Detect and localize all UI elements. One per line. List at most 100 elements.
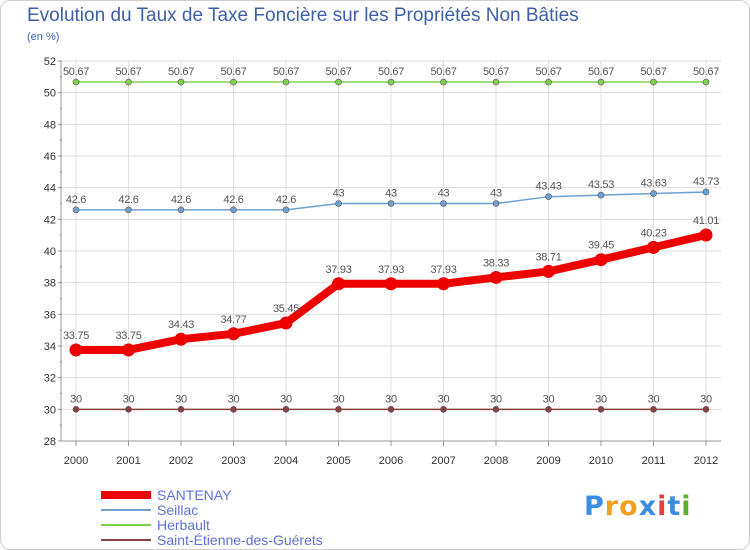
data-label: 38.71 bbox=[535, 251, 561, 263]
x-tick-label: 2008 bbox=[484, 455, 508, 467]
data-label: 30 bbox=[438, 393, 450, 405]
data-label: 34.77 bbox=[220, 314, 246, 326]
data-label: 43.53 bbox=[588, 179, 614, 191]
data-point bbox=[597, 406, 605, 413]
data-point bbox=[72, 406, 80, 413]
proxiti-logo: Proxiti bbox=[584, 491, 692, 522]
y-tick-label: 38 bbox=[44, 278, 56, 290]
data-point bbox=[230, 206, 237, 214]
data-label: 50.67 bbox=[378, 66, 404, 78]
data-point bbox=[594, 253, 608, 267]
data-label: 42.6 bbox=[118, 194, 138, 206]
data-label: 50.67 bbox=[535, 66, 561, 78]
data-label: 43 bbox=[333, 188, 345, 200]
legend-label: Saint-Étienne-des-Guérets bbox=[157, 531, 323, 548]
data-label: 30 bbox=[228, 393, 240, 405]
data-point bbox=[440, 406, 447, 413]
x-tick-label: 2006 bbox=[379, 455, 403, 467]
data-point bbox=[597, 78, 605, 86]
unit-label: (en %) bbox=[27, 31, 60, 43]
legend-label: Herbault bbox=[157, 516, 210, 533]
logo-letter: i bbox=[657, 491, 668, 522]
data-point bbox=[387, 200, 395, 207]
legend-label: Seillac bbox=[157, 501, 199, 518]
data-label: 30 bbox=[543, 393, 555, 405]
logo-letter: t bbox=[667, 491, 682, 522]
data-point bbox=[335, 78, 342, 86]
y-tick-label: 28 bbox=[44, 436, 56, 448]
data-point bbox=[227, 327, 240, 341]
data-point bbox=[72, 78, 80, 86]
y-tick-label: 48 bbox=[44, 119, 56, 131]
y-tick-label: 30 bbox=[44, 404, 56, 416]
y-tick-label: 32 bbox=[44, 373, 56, 385]
data-label: 41.01 bbox=[693, 215, 719, 227]
x-tick-label: 2007 bbox=[431, 455, 455, 467]
logo-letter: P bbox=[584, 491, 605, 522]
data-point bbox=[492, 78, 500, 86]
data-label: 30 bbox=[490, 393, 502, 405]
data-point bbox=[177, 206, 185, 214]
logo-letter: r bbox=[604, 491, 620, 522]
data-label: 50.67 bbox=[640, 66, 666, 78]
data-point bbox=[702, 406, 710, 413]
legend-swatch bbox=[101, 508, 151, 511]
y-tick-label: 52 bbox=[44, 56, 56, 68]
x-tick-label: 2004 bbox=[274, 455, 298, 467]
data-point bbox=[387, 78, 395, 86]
y-tick-label: 44 bbox=[44, 183, 56, 195]
x-tick-label: 2002 bbox=[169, 455, 193, 467]
x-tick-label: 2012 bbox=[694, 455, 718, 467]
data-point bbox=[174, 332, 188, 346]
data-point bbox=[650, 190, 657, 197]
data-label: 42.6 bbox=[276, 194, 296, 206]
data-point bbox=[279, 316, 293, 330]
data-label: 37.93 bbox=[325, 264, 351, 276]
legend-item: SANTENAY bbox=[101, 486, 323, 503]
data-label: 50.67 bbox=[325, 66, 351, 78]
data-point bbox=[545, 406, 552, 413]
data-point bbox=[282, 206, 290, 214]
data-label: 30 bbox=[123, 393, 135, 405]
data-label: 39.45 bbox=[588, 240, 614, 252]
legend-item: Herbault bbox=[101, 516, 323, 533]
x-tick-label: 2010 bbox=[589, 455, 613, 467]
data-point bbox=[384, 277, 398, 291]
data-label: 50.67 bbox=[693, 66, 719, 78]
y-tick-label: 42 bbox=[44, 214, 56, 226]
x-tick-label: 2011 bbox=[642, 455, 666, 467]
data-point bbox=[332, 277, 345, 291]
data-point bbox=[440, 78, 447, 86]
data-label: 42.6 bbox=[171, 194, 191, 206]
data-point bbox=[177, 406, 185, 413]
chart-legend: SANTENAY Seillac Herbault Saint-Étienne-des… bbox=[101, 486, 323, 548]
data-label: 30 bbox=[70, 393, 82, 405]
data-label: 30 bbox=[175, 393, 187, 405]
data-label: 43 bbox=[438, 188, 450, 200]
data-label: 43 bbox=[490, 188, 502, 200]
data-label: 30 bbox=[700, 393, 712, 405]
x-tick-label: 2003 bbox=[221, 455, 245, 467]
data-label: 34.43 bbox=[168, 319, 194, 331]
data-point bbox=[650, 78, 657, 86]
data-point bbox=[702, 188, 710, 196]
data-point bbox=[335, 200, 342, 207]
data-label: 30 bbox=[648, 393, 660, 405]
logo-letter: x bbox=[638, 491, 658, 522]
data-label: 42.6 bbox=[66, 194, 86, 206]
legend-item: Saint-Étienne-des-Guérets bbox=[101, 531, 323, 548]
data-point bbox=[69, 343, 83, 357]
legend-item: Seillac bbox=[101, 501, 323, 518]
data-label: 37.93 bbox=[430, 264, 456, 276]
legend-swatch bbox=[101, 490, 151, 499]
data-point bbox=[335, 406, 342, 413]
data-point bbox=[282, 406, 290, 413]
data-point bbox=[650, 406, 657, 413]
logo-letter: o bbox=[619, 491, 639, 522]
x-tick-label: 2005 bbox=[326, 455, 350, 467]
legend-label: SANTENAY bbox=[157, 486, 232, 503]
data-point bbox=[125, 206, 132, 214]
legend-swatch bbox=[101, 523, 151, 526]
data-label: 50.67 bbox=[430, 66, 456, 78]
